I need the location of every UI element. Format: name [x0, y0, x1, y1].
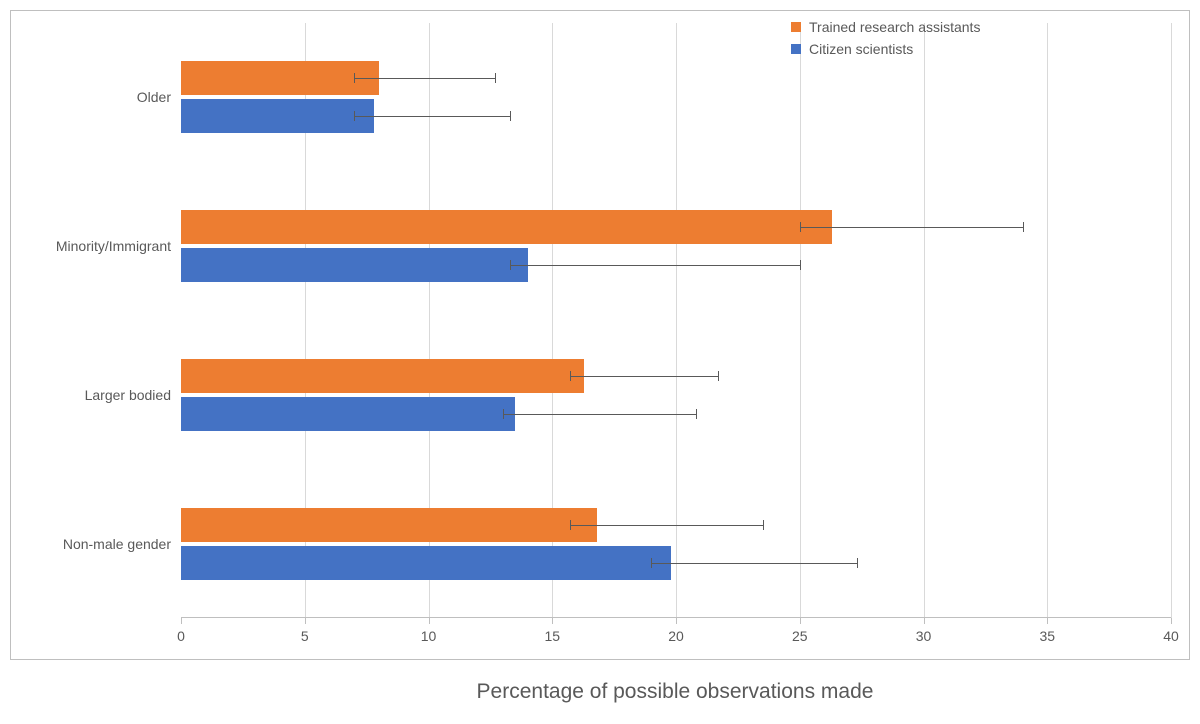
x-tick: [1047, 618, 1048, 624]
error-cap: [857, 558, 858, 568]
error-cap: [800, 260, 801, 270]
x-tick: [676, 618, 677, 624]
x-tick: [800, 618, 801, 624]
x-tick-label: 5: [301, 628, 309, 644]
error-bar: [800, 227, 1023, 228]
x-tick: [552, 618, 553, 624]
gridline: [1047, 23, 1048, 618]
chart-area: 0 5 10 15 20 25 30 35 40 Older Minority/Immigrant L…: [10, 10, 1190, 660]
legend-label: Trained research assistants: [809, 19, 980, 35]
x-tick-label: 15: [544, 628, 560, 644]
x-tick-label: 0: [177, 628, 185, 644]
error-cap: [800, 222, 801, 232]
bar: [181, 546, 671, 580]
y-category-label: Non-male gender: [63, 536, 181, 552]
y-category-label: Older: [137, 89, 181, 105]
bar: [181, 397, 515, 431]
gridline: [924, 23, 925, 618]
error-bar: [503, 414, 696, 415]
y-category-label: Larger bodied: [85, 387, 181, 403]
gridline: [676, 23, 677, 618]
x-axis-title: Percentage of possible observations made: [180, 680, 1170, 704]
error-cap: [696, 409, 697, 419]
error-cap: [354, 111, 355, 121]
error-cap: [510, 260, 511, 270]
error-bar: [354, 116, 510, 117]
error-bar: [651, 563, 856, 564]
x-tick: [181, 618, 182, 624]
legend-item: Trained research assistants: [791, 19, 980, 35]
bar: [181, 210, 832, 244]
x-tick: [429, 618, 430, 624]
plot-area: 0510152025303540OlderMinority/ImmigrantL…: [181, 23, 1171, 618]
bar: [181, 359, 584, 393]
bar: [181, 508, 597, 542]
error-bar: [570, 376, 719, 377]
error-cap: [354, 73, 355, 83]
error-bar: [510, 265, 800, 266]
error-cap: [763, 520, 764, 530]
y-category-label: Minority/Immigrant: [56, 238, 181, 254]
x-tick-label: 30: [916, 628, 932, 644]
x-tick-label: 40: [1163, 628, 1179, 644]
error-cap: [503, 409, 504, 419]
bar: [181, 61, 379, 95]
legend-item: Citizen scientists: [791, 41, 980, 57]
legend-swatch: [791, 22, 801, 32]
gridline: [1171, 23, 1172, 618]
bar: [181, 99, 374, 133]
error-bar: [354, 78, 495, 79]
error-cap: [570, 371, 571, 381]
error-cap: [570, 520, 571, 530]
x-axis-line: [181, 617, 1171, 618]
x-tick-label: 35: [1039, 628, 1055, 644]
x-tick-label: 10: [421, 628, 437, 644]
x-tick-label: 25: [792, 628, 808, 644]
gridline: [800, 23, 801, 618]
error-bar: [570, 525, 763, 526]
legend: Trained research assistants Citizen scien…: [791, 19, 980, 63]
error-cap: [1023, 222, 1024, 232]
error-cap: [495, 73, 496, 83]
x-tick: [1171, 618, 1172, 624]
error-cap: [718, 371, 719, 381]
error-cap: [651, 558, 652, 568]
legend-label: Citizen scientists: [809, 41, 913, 57]
x-tick-label: 20: [668, 628, 684, 644]
chart-wrapper: 0 5 10 15 20 25 30 35 40 Older Minority/Immigrant L…: [0, 0, 1200, 724]
error-cap: [510, 111, 511, 121]
x-tick: [305, 618, 306, 624]
x-tick: [924, 618, 925, 624]
legend-swatch: [791, 44, 801, 54]
bar: [181, 248, 528, 282]
